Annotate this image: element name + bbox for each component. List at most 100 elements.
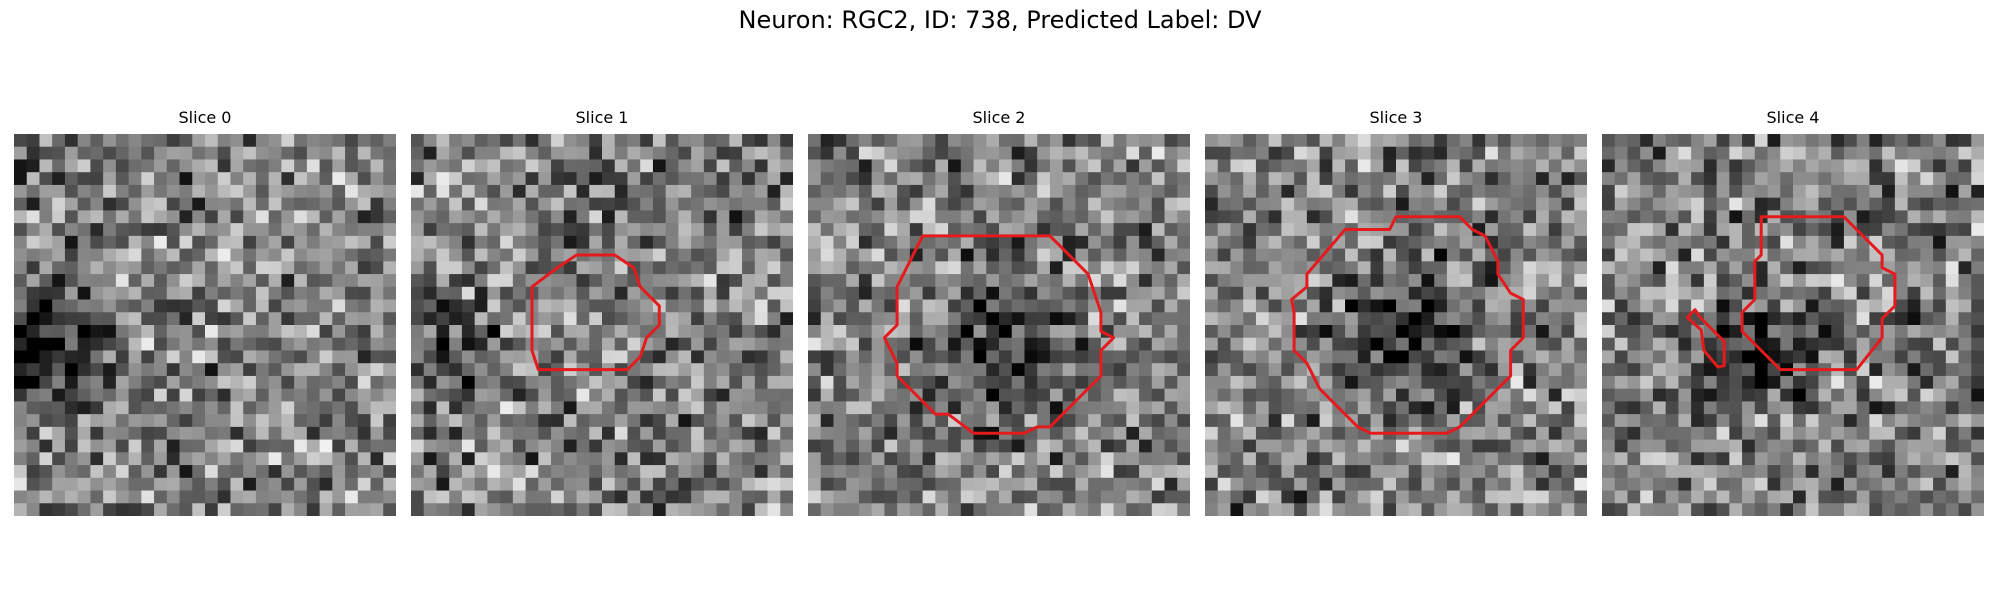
pixel (166, 235, 181, 250)
pixel (1306, 146, 1321, 161)
pixel (1024, 439, 1038, 453)
pixel (1151, 261, 1166, 275)
pixel (551, 197, 565, 211)
pixel (1907, 439, 1921, 453)
pixel (345, 325, 359, 339)
pixel (833, 452, 847, 466)
pixel (1383, 452, 1397, 466)
pixel (1024, 401, 1038, 415)
pixel (487, 363, 501, 377)
segmentation-contour (1740, 215, 1897, 372)
pixel (500, 172, 514, 186)
pixel (627, 388, 641, 402)
pixel (1602, 503, 1616, 516)
pixel (716, 337, 730, 352)
pixel (754, 159, 769, 173)
pixel (1319, 414, 1333, 428)
pixel (294, 375, 308, 390)
pixel (1716, 465, 1730, 479)
pixel (500, 159, 514, 173)
pixel (370, 414, 384, 428)
pixel (1548, 184, 1563, 199)
pixel (141, 312, 155, 326)
pixel (678, 312, 692, 326)
pixel (128, 426, 142, 441)
pixel (780, 426, 793, 441)
pixel (1485, 426, 1499, 441)
pixel (1716, 274, 1730, 288)
pixel (1049, 172, 1064, 186)
pixel (166, 452, 181, 466)
pixel (1421, 388, 1435, 402)
pixel (345, 375, 359, 390)
pixel (243, 235, 257, 250)
pixel (1408, 146, 1423, 161)
pixel (1793, 503, 1807, 516)
pixel (1754, 325, 1769, 339)
pixel (1434, 414, 1448, 428)
pixel (1100, 235, 1115, 250)
pixel (423, 401, 438, 415)
pixel (1062, 261, 1076, 275)
pixel (411, 439, 425, 453)
pixel (423, 286, 438, 301)
pixel (1574, 274, 1587, 288)
pixel (1793, 146, 1807, 161)
pixel (871, 426, 885, 441)
pixel (1602, 337, 1616, 352)
pixel (551, 503, 565, 516)
pixel (436, 350, 450, 364)
pixel (1281, 184, 1295, 199)
pixel (1716, 210, 1730, 224)
pixel (1767, 490, 1781, 504)
pixel (1548, 197, 1563, 211)
pixel (1742, 223, 1756, 237)
pixel (1370, 439, 1384, 453)
pixel (1396, 184, 1410, 199)
pixel (1793, 261, 1807, 275)
pixel (846, 134, 860, 148)
pixel (1024, 261, 1038, 275)
pixel (1561, 299, 1575, 313)
pixel (691, 286, 705, 301)
pixel (858, 312, 873, 326)
pixel (1177, 299, 1190, 313)
pixel (808, 477, 822, 492)
pixel (1665, 465, 1679, 479)
pixel (729, 172, 743, 186)
pixel (1230, 223, 1244, 237)
pixel (474, 223, 488, 237)
pixel (411, 223, 425, 237)
pixel (576, 503, 590, 516)
pixel (1255, 299, 1270, 313)
pixel (26, 286, 41, 301)
pixel (1217, 452, 1232, 466)
pixel (512, 350, 527, 364)
pixel (370, 350, 384, 364)
pixel (846, 401, 860, 415)
pixel (268, 312, 282, 326)
pixel (665, 197, 679, 211)
pixel (1933, 439, 1947, 453)
pixel (1548, 299, 1563, 313)
pixel (1536, 184, 1550, 199)
pixel (411, 274, 425, 288)
pixel (411, 312, 425, 326)
pixel (103, 184, 117, 199)
pixel (1230, 286, 1244, 301)
pixel (179, 223, 193, 237)
pixel (26, 439, 41, 453)
pixel (64, 197, 79, 211)
pixel (1243, 223, 1257, 237)
pixel (1843, 490, 1858, 504)
pixel (1217, 375, 1232, 390)
pixel (1614, 363, 1629, 377)
pixel (319, 465, 333, 479)
pixel (1703, 274, 1718, 288)
pixel (1536, 350, 1550, 364)
pixel (1933, 363, 1947, 377)
pixel (1345, 261, 1359, 275)
pixel (754, 299, 769, 313)
pixel (1818, 375, 1832, 390)
pixel (1678, 350, 1692, 364)
